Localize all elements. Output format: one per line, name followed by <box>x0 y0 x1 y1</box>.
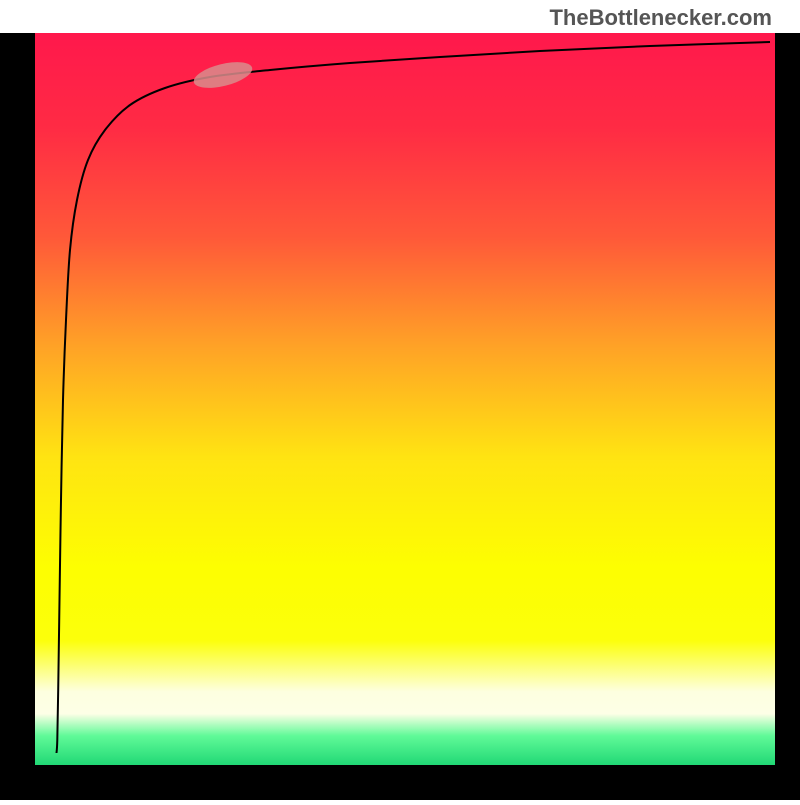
bottom-axis-border <box>0 765 800 800</box>
bottleneck-chart-svg <box>0 0 800 800</box>
right-axis-border <box>775 0 800 800</box>
watermark-text: TheBottlenecker.com <box>549 5 772 31</box>
chart-group <box>0 0 800 800</box>
chart-container: TheBottlenecker.com <box>0 0 800 800</box>
chart-outer <box>0 0 800 800</box>
gradient-background <box>35 33 775 765</box>
left-axis-border <box>0 0 35 800</box>
